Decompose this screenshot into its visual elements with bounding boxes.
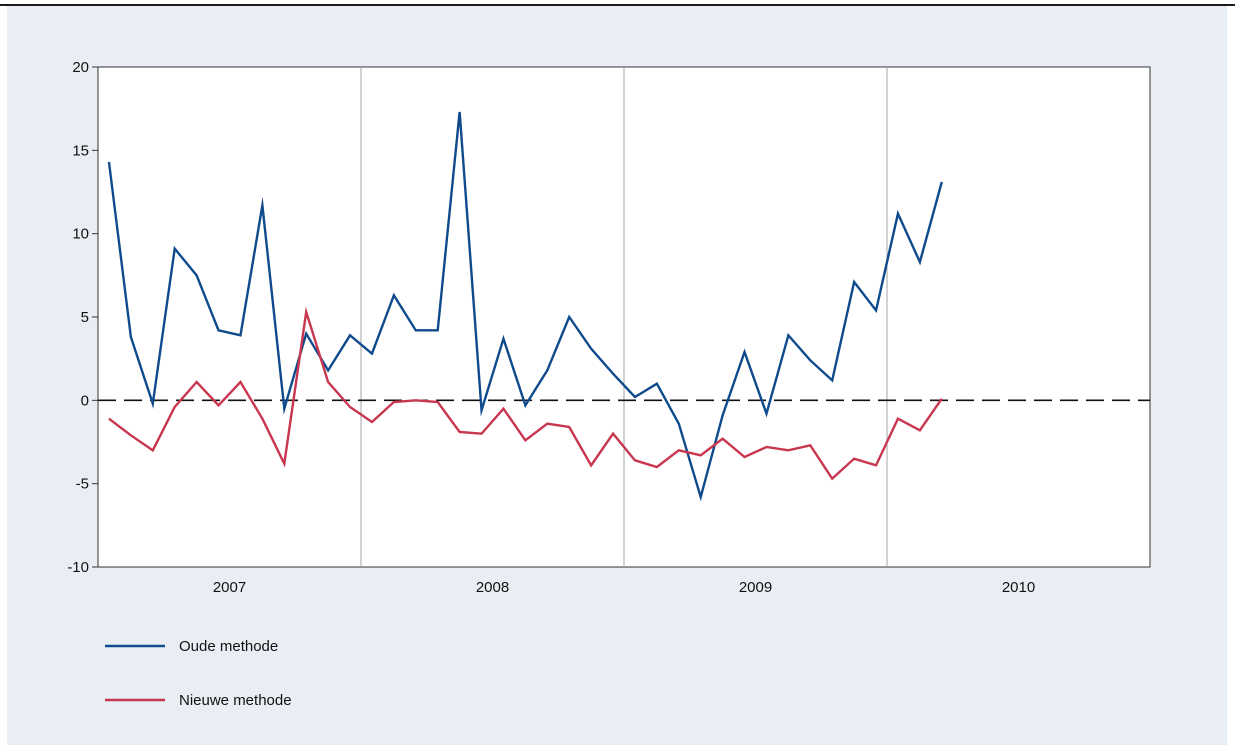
y-tick-label: -10 (67, 559, 89, 576)
x-tick-label: 2009 (739, 579, 772, 596)
legend-label-1: Oude methode (179, 638, 278, 655)
y-axis: 20 15 10 5 0 -5 -10 (67, 59, 98, 576)
line-chart: 20 15 10 5 0 -5 -10 2007 2008 2009 2010 Oude meth… (67, 59, 1151, 709)
chart-panel: 20 15 10 5 0 -5 -10 2007 2008 2009 2010 Oude meth… (7, 6, 1227, 745)
year-dividers (360, 67, 888, 567)
legend-label-2: Nieuwe methode (179, 692, 292, 709)
series-layer (107, 111, 943, 502)
x-axis: 2007 2008 2009 2010 (213, 579, 1035, 596)
series-line-2 (108, 306, 943, 481)
legend: Oude methode Nieuwe methode (105, 638, 292, 709)
y-tick-label: 5 (81, 309, 89, 326)
y-tick-label: 20 (72, 59, 89, 76)
y-tick-label: 15 (72, 142, 89, 159)
top-rule (0, 4, 1235, 6)
series-line-1 (107, 111, 943, 502)
y-tick-label: -5 (76, 476, 89, 493)
x-tick-label: 2008 (476, 579, 509, 596)
y-tick-label: 10 (72, 226, 89, 243)
y-tick-label: 0 (81, 392, 89, 409)
x-tick-label: 2010 (1002, 579, 1035, 596)
x-tick-label: 2007 (213, 579, 246, 596)
